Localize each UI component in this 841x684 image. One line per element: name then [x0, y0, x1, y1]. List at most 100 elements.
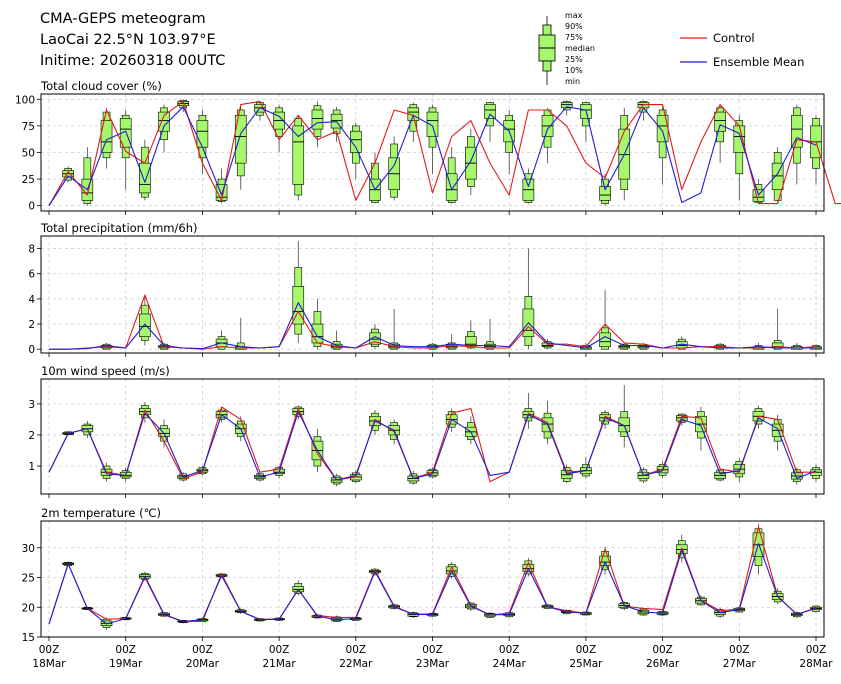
- legend-label-p10: 10%: [565, 66, 583, 75]
- x-tick-label-time: 00Z: [652, 644, 673, 656]
- y-tick-label: 4: [28, 294, 35, 306]
- box-p25-p75: [311, 109, 324, 130]
- x-tick-label-date: 24Mar: [493, 658, 527, 670]
- box-member: [791, 104, 803, 185]
- box-member: [330, 106, 343, 142]
- box-member: [484, 319, 496, 350]
- box-member: [139, 296, 151, 346]
- box-member: [484, 101, 496, 142]
- box-p25-p75: [292, 125, 305, 185]
- y-tick-label: 0: [28, 201, 35, 213]
- x-tick-label-date: 18Mar: [32, 658, 66, 670]
- box-member: [369, 152, 381, 204]
- box-p25-p75: [771, 162, 784, 191]
- ensemble-mean-series-line: [48, 106, 817, 206]
- y-tick-label: 3: [28, 399, 35, 411]
- grid: [41, 521, 824, 638]
- box-p25-p75: [292, 286, 305, 325]
- box-p25-p75: [119, 118, 132, 148]
- panel-3: 10m wind speed (m/s) 1 2 3: [28, 364, 825, 498]
- box-member: [139, 402, 151, 423]
- box-member: [771, 308, 784, 350]
- control-series-line: [48, 100, 841, 206]
- box-p25-p75: [599, 332, 611, 348]
- box-member: [388, 136, 400, 201]
- legend-mean-label: Ensemble Mean: [713, 55, 804, 69]
- legend-control-label: Control: [713, 31, 755, 45]
- box-p25-p75: [349, 130, 362, 153]
- x-tick-label-date: 21Mar: [263, 658, 297, 670]
- panel-frame: [40, 378, 825, 495]
- x-tick-label-date: 20Mar: [186, 658, 220, 670]
- x-tick-label-time: 00Z: [499, 644, 520, 656]
- y-tick-label: 1: [28, 461, 35, 473]
- boxplots: [62, 99, 822, 206]
- x-tick-label-time: 00Z: [192, 644, 213, 656]
- box-member: [541, 107, 554, 164]
- legend-label-median: median: [565, 44, 595, 53]
- panel-4: 2m temperature (℃) 15 20 25 30: [22, 506, 825, 644]
- box-p25-p75: [311, 323, 324, 344]
- box-member: [139, 139, 151, 201]
- x-tick-label-time: 00Z: [806, 644, 827, 656]
- y-tick-label: 2: [28, 319, 35, 331]
- box-member: [349, 122, 362, 180]
- box-member: [522, 168, 535, 204]
- title-line-1: CMA-GEPS meteogram: [40, 11, 206, 27]
- boxplots: [62, 523, 822, 630]
- legend-lines: Control Ensemble Mean: [680, 31, 804, 69]
- box-member: [618, 385, 631, 448]
- box-p25-p75: [426, 111, 439, 137]
- x-tick-label-date: 23Mar: [416, 658, 450, 670]
- x-tick-label-date: 28Mar: [799, 658, 833, 670]
- legend-box-glyph: max 90% 75% median 25% 10% min: [538, 11, 595, 86]
- box-member: [560, 100, 573, 116]
- y-tick-label: 30: [22, 543, 35, 555]
- legend-inner-box-top: [542, 24, 552, 36]
- box-p25-p75: [714, 111, 726, 132]
- y-tick-label: 8: [28, 244, 35, 256]
- box-member: [810, 115, 822, 185]
- y-tick-label: 25: [22, 174, 35, 186]
- box-member: [771, 147, 784, 204]
- grid: [41, 379, 824, 494]
- y-tick-label: 50: [22, 148, 35, 160]
- x-tick-label-time: 00Z: [576, 644, 597, 656]
- y-tick-label: 0: [28, 344, 35, 356]
- box-p25-p75: [139, 162, 151, 194]
- box-member: [733, 115, 746, 201]
- panel-title: Total cloud cover (%): [40, 79, 162, 93]
- x-tick-label-time: 00Z: [115, 644, 136, 656]
- x-tick-label-date: 26Mar: [646, 658, 680, 670]
- x-axis-labels: 00Z 18Mar 00Z 19Mar 00Z 20Mar 00Z 21Mar 00Z 22Mar…: [32, 644, 833, 670]
- box-member: [714, 104, 726, 164]
- x-tick-label-time: 00Z: [39, 644, 60, 656]
- box-member: [273, 104, 285, 153]
- y-tick-label: 25: [22, 573, 35, 585]
- panel-frame: [40, 235, 825, 354]
- legend-label-p75: 75%: [565, 33, 583, 42]
- box-member: [234, 104, 247, 190]
- box-member: [465, 320, 477, 350]
- panel-frame: [40, 520, 825, 638]
- y-tick-label: 15: [22, 632, 35, 644]
- x-tick-label-date: 25Mar: [569, 658, 603, 670]
- box-p25-p75: [599, 555, 611, 566]
- box-member: [292, 241, 305, 343]
- box-member: [158, 104, 170, 153]
- box-member: [62, 166, 74, 183]
- box-member: [445, 334, 458, 350]
- box-member: [618, 342, 631, 350]
- legend-label-max: max: [565, 11, 583, 20]
- title-line-2: LaoCai 22.5°N 103.97°E: [40, 32, 216, 48]
- panel-frame: [40, 93, 825, 212]
- box-member: [695, 406, 707, 451]
- ensemble-mean-series-line: [49, 302, 816, 350]
- box-member: [522, 248, 535, 350]
- boxplots: [100, 241, 822, 350]
- box-member: [445, 562, 458, 579]
- panels: Total cloud cover (%) 0 25 50 75 100 Total pre…: [15, 79, 841, 644]
- panel-title: Total precipitation (mm/6h): [40, 221, 197, 235]
- box-member: [292, 115, 305, 201]
- legend-inner-box-bottom: [542, 60, 552, 72]
